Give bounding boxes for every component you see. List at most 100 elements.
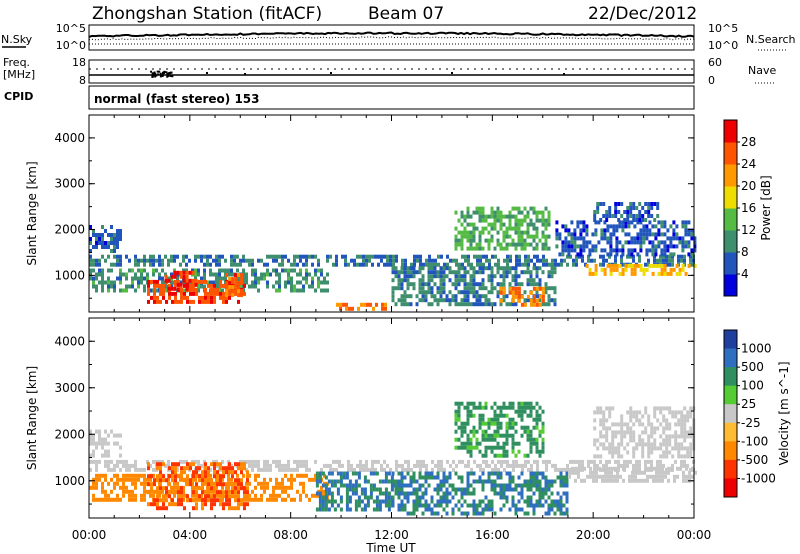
heatmap-cell <box>674 459 677 464</box>
heatmap-cell <box>403 483 407 488</box>
heatmap-cell <box>665 446 669 451</box>
heatmap-cell <box>635 218 639 222</box>
heatmap-cell <box>215 280 218 285</box>
heatmap-cell <box>357 306 360 311</box>
heatmap-cell <box>539 258 542 263</box>
heatmap-cell <box>278 276 281 281</box>
heatmap-cell <box>479 258 482 263</box>
heatmap-cell <box>595 470 598 475</box>
heatmap-cell <box>538 286 542 291</box>
heatmap-cell <box>541 487 545 492</box>
heatmap-cell <box>512 467 515 472</box>
heatmap-cell <box>521 463 524 468</box>
heatmap-cell <box>368 254 371 259</box>
heatmap-cell <box>152 272 155 277</box>
heatmap-cell <box>602 214 606 218</box>
heatmap-cell <box>505 226 509 231</box>
heatmap-cell <box>496 294 500 299</box>
heatmap-cell <box>437 262 440 267</box>
heatmap-cell <box>131 497 134 502</box>
heatmap-cell <box>457 238 461 243</box>
heatmap-cell <box>215 276 218 281</box>
heatmap-cell <box>615 236 619 241</box>
heatmap-cell <box>210 478 213 483</box>
heatmap-cell <box>639 220 643 225</box>
heatmap-cell <box>521 262 524 267</box>
heatmap-cell <box>640 470 643 475</box>
heatmap-cell <box>508 405 512 410</box>
heatmap-cell <box>128 493 131 498</box>
heatmap-cell <box>529 206 533 211</box>
heatmap-cell <box>658 474 661 479</box>
heatmap-cell <box>391 294 395 299</box>
heatmap-cell <box>526 210 530 215</box>
heatmap-cell <box>89 225 92 229</box>
heatmap-cell <box>206 280 209 285</box>
heatmap-cell <box>104 477 107 482</box>
heatmap-cell <box>237 466 240 471</box>
freq-mark <box>157 73 160 76</box>
heatmap-cell <box>614 450 618 455</box>
heatmap-cell <box>469 302 473 307</box>
heatmap-cell <box>594 271 598 276</box>
heatmap-cell <box>167 463 170 468</box>
heatmap-cell <box>544 286 548 291</box>
heatmap-cell <box>517 294 521 299</box>
heatmap-cell <box>520 401 524 406</box>
heatmap-cell <box>174 502 177 507</box>
heatmap-cell <box>128 268 131 273</box>
heatmap-cell <box>574 470 577 475</box>
heatmap-cell <box>228 470 231 475</box>
heatmap-cell <box>345 491 349 496</box>
heatmap-cell <box>688 470 691 475</box>
heatmap-cell <box>457 282 461 287</box>
heatmap-cell <box>454 445 458 450</box>
heatmap-cell <box>521 467 524 472</box>
heatmap-cell <box>588 252 592 257</box>
heatmap-cell <box>182 288 185 293</box>
heatmap-cell <box>179 459 182 464</box>
heatmap-cell <box>668 438 672 443</box>
heatmap-cell <box>647 206 651 210</box>
heatmap-cell <box>365 463 368 468</box>
heatmap-cell <box>143 481 146 486</box>
heatmap-cell <box>485 254 488 259</box>
heatmap-cell <box>472 401 476 406</box>
heatmap-cell <box>617 210 621 214</box>
heatmap-cell <box>566 467 569 472</box>
heatmap-cell <box>505 471 509 476</box>
heatmap-cell <box>107 280 110 285</box>
heatmap-cell <box>395 258 398 263</box>
heatmap-cell <box>239 284 242 289</box>
heatmap-cell <box>272 485 275 490</box>
heatmap-cell <box>225 482 228 487</box>
heatmap-cell <box>237 506 240 511</box>
heatmap-cell <box>529 483 533 488</box>
heatmap-cell <box>92 449 95 454</box>
heatmap-cell <box>571 466 574 471</box>
heatmap-cell <box>472 222 476 227</box>
heatmap-cell <box>140 268 143 273</box>
heatmap-cell <box>318 471 322 476</box>
x-tick-label: 20:00 <box>576 528 611 542</box>
heatmap-cell <box>384 306 387 311</box>
heatmap-cell <box>579 228 583 233</box>
heatmap-cell <box>467 463 470 468</box>
heatmap-cell <box>182 485 185 490</box>
heatmap-cell <box>266 268 269 273</box>
heatmap-cell <box>604 466 607 471</box>
heatmap-cell <box>445 487 449 492</box>
heatmap-cell <box>547 222 551 227</box>
heatmap-cell <box>440 254 443 259</box>
heatmap-cell <box>287 463 290 468</box>
heatmap-cell <box>284 489 287 494</box>
heatmap-cell <box>487 290 491 295</box>
heatmap-cell <box>535 242 539 247</box>
heatmap-cell <box>611 406 615 411</box>
heatmap-cell <box>189 287 192 292</box>
heatmap-cell <box>430 302 434 307</box>
heatmap-cell <box>427 507 431 512</box>
heatmap-cell <box>563 258 566 263</box>
heatmap-cell <box>368 467 371 472</box>
heatmap-cell <box>116 254 119 259</box>
